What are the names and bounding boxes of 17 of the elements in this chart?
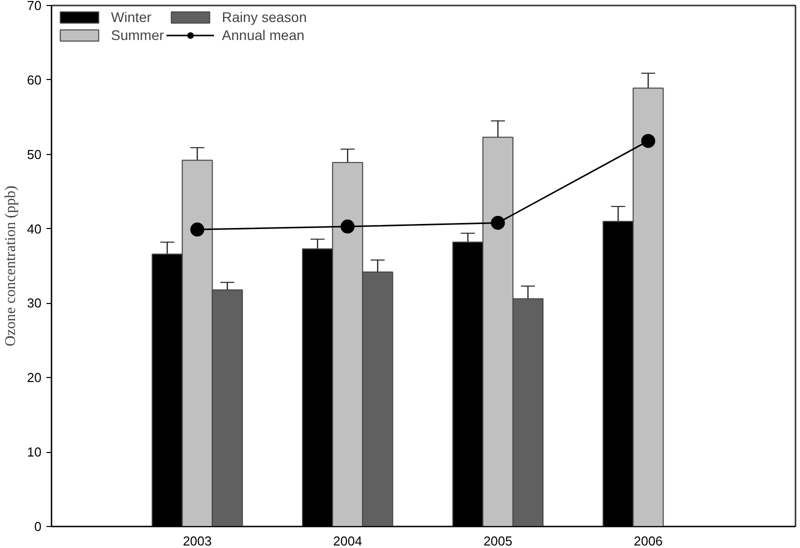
y-tick-label: 40: [27, 221, 42, 236]
y-tick-label: 70: [27, 0, 42, 13]
y-tick-label: 30: [27, 296, 42, 311]
legend-label: Annual mean: [222, 27, 304, 43]
x-tick-label: 2004: [333, 534, 362, 548]
y-tick-label: 0: [34, 519, 42, 534]
x-tick-label: 2003: [182, 534, 212, 548]
y-tick-label: 10: [27, 444, 42, 460]
y-tick-label: 60: [27, 72, 42, 88]
legend-label: Winter: [111, 9, 152, 25]
y-tick-label: 20: [27, 370, 42, 386]
x-tick-label: 2005: [483, 534, 512, 548]
x-tick-label: 2006: [634, 534, 663, 548]
legend-label: Rainy season: [222, 9, 307, 25]
legend-label: Summer: [111, 27, 164, 43]
y-axis-title: Ozone concentration (ppb): [3, 186, 20, 346]
y-tick-label: 50: [27, 146, 42, 162]
